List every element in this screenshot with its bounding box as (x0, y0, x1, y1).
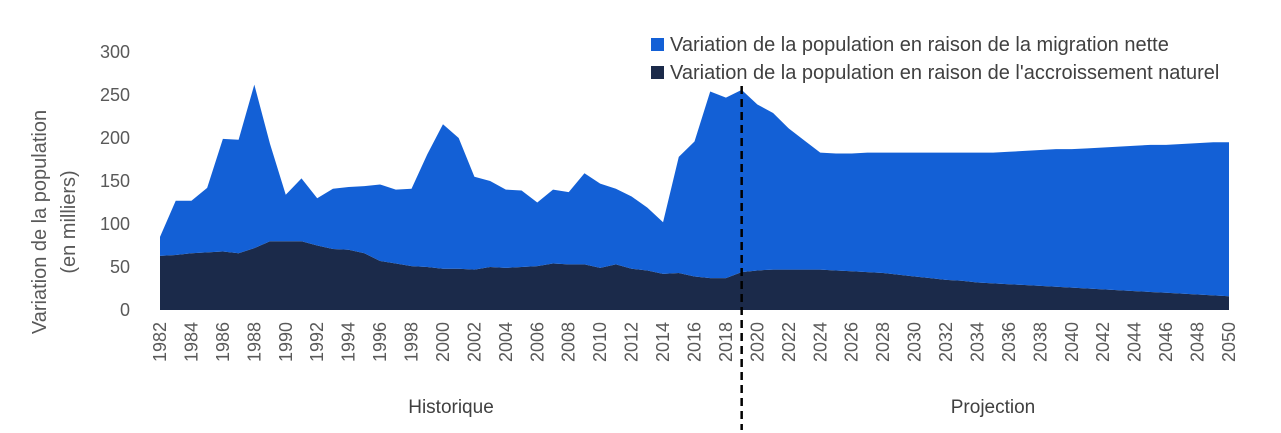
x-tick-label: 1998 (402, 322, 422, 362)
x-tick-label: 2012 (622, 322, 642, 362)
y-tick-label: 0 (120, 300, 130, 320)
x-tick-label: 2030 (905, 322, 925, 362)
x-tick-label: 2028 (873, 322, 893, 362)
x-tick-label: 2044 (1125, 322, 1145, 362)
area-series-2 (160, 84, 1229, 297)
x-tick-label: 2010 (590, 322, 610, 362)
area-layer (160, 84, 1229, 310)
section-label-projection: Projection (951, 397, 1036, 418)
legend-label-1: Variation de la population en raison de … (670, 62, 1219, 84)
y-axis: 0 50 100 150 200 250 300 (100, 42, 130, 320)
legend-label-2: Variation de la population en raison de … (670, 34, 1169, 56)
x-tick-label: 1990 (276, 322, 296, 362)
y-axis-title-line2: (en milliers) (58, 170, 80, 273)
x-tick-label: 2050 (1219, 322, 1239, 362)
x-axis: 1982 1984 1986 1988 1990 1992 1994 1996 1998 2000… (150, 322, 1239, 362)
x-tick-label: 1994 (339, 322, 359, 362)
legend-swatch-2 (651, 38, 664, 51)
x-tick-label: 2026 (842, 322, 862, 362)
x-tick-label: 2016 (685, 322, 705, 362)
x-tick-label: 2042 (1093, 322, 1113, 362)
x-tick-label: 1984 (181, 322, 201, 362)
x-tick-label: 2034 (968, 322, 988, 362)
x-tick-label: 2040 (1062, 322, 1082, 362)
y-tick-label: 50 (110, 257, 130, 277)
x-tick-label: 2036 (999, 322, 1019, 362)
x-tick-label: 1992 (307, 322, 327, 362)
x-tick-label: 1986 (213, 322, 233, 362)
y-axis-title-line1: Variation de la population (29, 110, 51, 334)
x-tick-label: 2000 (433, 322, 453, 362)
x-tick-label: 2014 (653, 322, 673, 362)
section-label-historique: Historique (408, 397, 494, 418)
x-tick-label: 2006 (527, 322, 547, 362)
legend-swatch-1 (651, 66, 664, 79)
x-tick-label: 2008 (559, 322, 579, 362)
y-tick-label: 150 (100, 171, 130, 191)
x-tick-label: 1982 (150, 322, 170, 362)
x-tick-label: 1996 (370, 322, 390, 362)
x-tick-label: 2018 (716, 322, 736, 362)
y-tick-label: 250 (100, 85, 130, 105)
x-tick-label: 2022 (779, 322, 799, 362)
x-tick-label: 2048 (1188, 322, 1208, 362)
x-tick-label: 2020 (747, 322, 767, 362)
x-tick-label: 2002 (464, 322, 484, 362)
x-tick-label: 2004 (496, 322, 516, 362)
area-series-1 (160, 241, 1229, 310)
x-tick-label: 2032 (936, 322, 956, 362)
y-tick-label: 200 (100, 128, 130, 148)
x-tick-label: 2046 (1156, 322, 1176, 362)
x-tick-label: 2024 (810, 322, 830, 362)
x-tick-label: 2038 (1030, 322, 1050, 362)
x-tick-label: 1988 (244, 322, 264, 362)
legend: Variation de la population en raison de … (651, 34, 1219, 84)
y-tick-label: 300 (100, 42, 130, 62)
y-tick-label: 100 (100, 214, 130, 234)
